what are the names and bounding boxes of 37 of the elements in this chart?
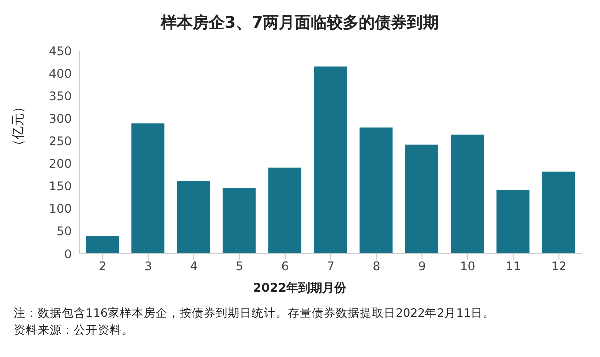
x-tick-label: 8 [372, 260, 380, 274]
x-tick-label: 6 [282, 260, 290, 274]
y-tick-label: 400 [49, 66, 72, 81]
y-tick-label: 250 [49, 134, 72, 148]
y-tick-label: 150 [49, 180, 72, 194]
y-tick-label: 350 [49, 89, 72, 104]
x-tick-label: 9 [418, 260, 426, 274]
x-tick-label: 3 [144, 260, 152, 274]
x-tick-label: 12 [552, 260, 567, 274]
text: 资料来源：公开资料。 [14, 322, 135, 339]
x-tick-label: 11 [506, 260, 522, 274]
bar [405, 144, 438, 254]
bar [222, 188, 256, 254]
bar [451, 134, 484, 254]
bar [132, 124, 165, 254]
x-tick-label: 7 [327, 260, 335, 274]
text: 注：数据包含116家样本房企，按债券到期日统计。存量债券数据提取日2022年2月11日。 [14, 305, 496, 322]
x-tick-label: 2 [99, 260, 107, 274]
bar [360, 128, 393, 254]
bar [177, 181, 210, 254]
y-tick-label: 450 [49, 44, 72, 58]
bar [496, 190, 530, 254]
bar [268, 168, 302, 254]
bar [314, 66, 348, 254]
x-axis-title: 2022年到期月份 [252, 280, 348, 297]
bar [542, 172, 576, 254]
y-tick-label: 100 [49, 202, 72, 216]
x-tick-label: 10 [460, 260, 476, 274]
y-tick-label: 50 [56, 224, 72, 239]
bar [86, 236, 119, 254]
y-axis-title: （亿元） [12, 100, 27, 152]
y-tick-label: 200 [49, 157, 72, 172]
chart-title: 样本房企3、7两月面临较多的债券到期 [160, 12, 440, 34]
x-tick-label: 5 [236, 260, 244, 274]
y-tick-label: 300 [49, 112, 72, 126]
x-tick-label: 4 [190, 260, 198, 274]
y-tick-label: 0 [64, 247, 72, 262]
